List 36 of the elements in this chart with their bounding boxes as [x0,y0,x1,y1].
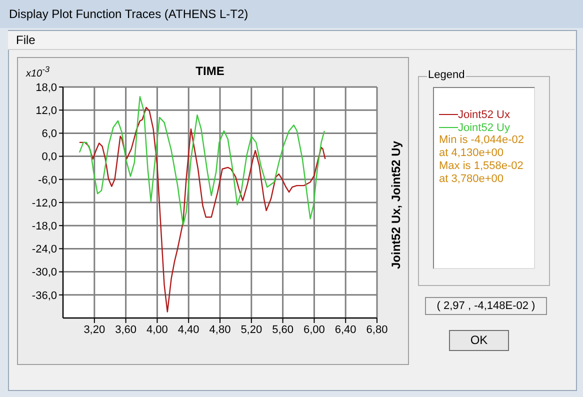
text: OK [449,330,509,351]
x-tick-label: 4,40 [178,324,200,336]
x-tick-label: 5,20 [240,324,262,336]
x-tick-label: 4,00 [146,324,168,336]
line-series [78,96,326,226]
chart-title: TIME [196,64,224,78]
x-tick-label: 3,20 [84,324,106,336]
text: Min is -4,044e-02 [439,134,524,147]
y-tick-label: 12,0 [36,105,57,118]
y-axis-title: Joint52 Ux, Joint52 Uy [389,140,403,270]
y-tick-label: -36,0 [32,290,57,302]
text: at 4,130e+00 [439,147,505,160]
y-tick-label: -30,0 [32,266,57,279]
x-tick-label: 6,40 [334,324,356,336]
y-tick-label: -12,0 [32,197,57,210]
y-tick-label: 18,0 [36,82,57,94]
text: ( 2,97 , -4,148E-02 ) [425,297,547,315]
x-tick-label: 6,00 [303,324,325,336]
y-tick-label: 6,0 [42,128,57,140]
y-tick-label: -18,0 [32,220,57,233]
text: Display Plot Function Traces (ATHENS L-T2) [9,7,248,21]
x-tick-label: 4,80 [209,324,231,336]
legend-label: Joint52 Uy [458,122,510,134]
text: at 3,780e+00 [439,173,505,186]
x-tick-label: 5,60 [272,324,294,336]
x-tick-label: 6,80 [366,324,388,336]
legend-title: Legend [427,69,466,81]
x-tick-label: 3,60 [115,324,137,336]
y-tick-label: -24,0 [32,244,57,256]
text: Max is 1,558e-02 [439,160,524,173]
text: x10$^{-3}$ [26,64,50,80]
line-series [78,106,326,312]
y-tick-label: 0,0 [42,151,57,164]
y-tick-label: -6,0 [38,174,57,186]
legend-label: Joint52 Ux [458,108,510,120]
text: File [16,33,36,47]
